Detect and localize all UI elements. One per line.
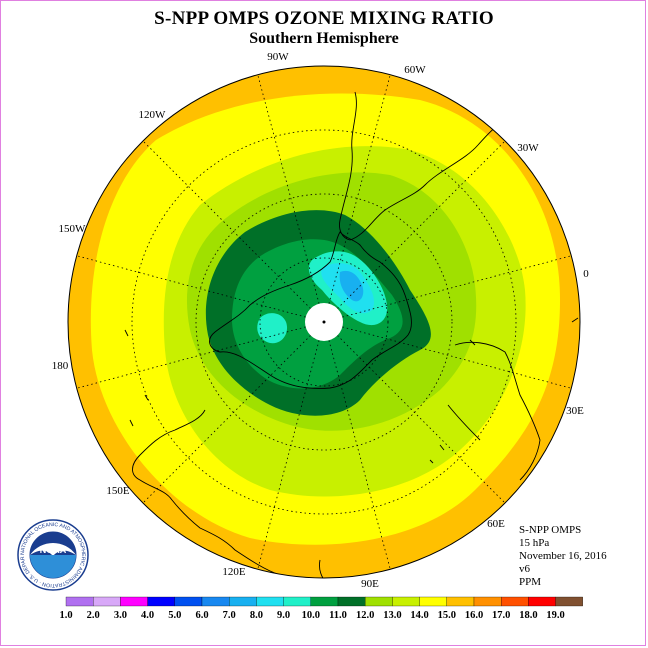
- longitude-label: 180: [52, 360, 69, 372]
- longitude-label: 90W: [267, 51, 289, 63]
- meridian-line: [328, 74, 391, 304]
- product-info: S-NPP OMPS 15 hPa November 16, 2016 v6 P…: [519, 524, 607, 589]
- longitude-label: 30E: [566, 405, 584, 417]
- meridian-line: [342, 255, 572, 318]
- map-title: S-NPP OMPS OZONE MIXING RATIO: [154, 8, 494, 29]
- longitude-label: 60E: [487, 518, 505, 530]
- noaa-logo-text: NOAA: [40, 545, 67, 555]
- south-pole-marker: [322, 320, 326, 324]
- coastlines: [124, 91, 579, 578]
- info-version: v6: [519, 563, 530, 575]
- meridian-line: [257, 74, 320, 304]
- longitude-label: 30W: [517, 142, 539, 154]
- meridian-line: [337, 140, 506, 309]
- longitude-label: 150W: [59, 223, 87, 235]
- meridian-line: [76, 326, 306, 389]
- meridian-line: [337, 335, 506, 504]
- meridian-line: [76, 255, 306, 318]
- longitude-labels: 90W 60W 30W 0 30E 60E 90E 120E 150E 180 150W 120W: [52, 51, 590, 590]
- longitude-label: 0: [583, 268, 589, 280]
- ozone-band-blue: [339, 270, 364, 302]
- longitude-label: 120E: [222, 566, 246, 578]
- longitude-label: 150E: [106, 485, 130, 497]
- map-outline: [67, 65, 581, 579]
- noaa-logo: NATIONAL OCEANIC AND ATMOSPHERIC ADMINIS…: [17, 519, 89, 591]
- info-level: 15 hPa: [519, 537, 550, 549]
- longitude-label: 60W: [404, 64, 426, 76]
- ozone-band-cyan-west: [257, 313, 288, 344]
- latitude-circles: [131, 129, 517, 515]
- info-date: November 16, 2016: [519, 550, 607, 562]
- map-subtitle: Southern Hemisphere: [249, 30, 399, 47]
- meridians: [76, 74, 572, 570]
- longitude-label: 120W: [139, 109, 167, 121]
- info-instrument: S-NPP OMPS: [519, 524, 582, 536]
- longitude-label: 90E: [361, 578, 379, 590]
- meridian-line: [142, 335, 311, 504]
- meridian-line: [142, 140, 311, 309]
- info-units: PPM: [519, 576, 542, 588]
